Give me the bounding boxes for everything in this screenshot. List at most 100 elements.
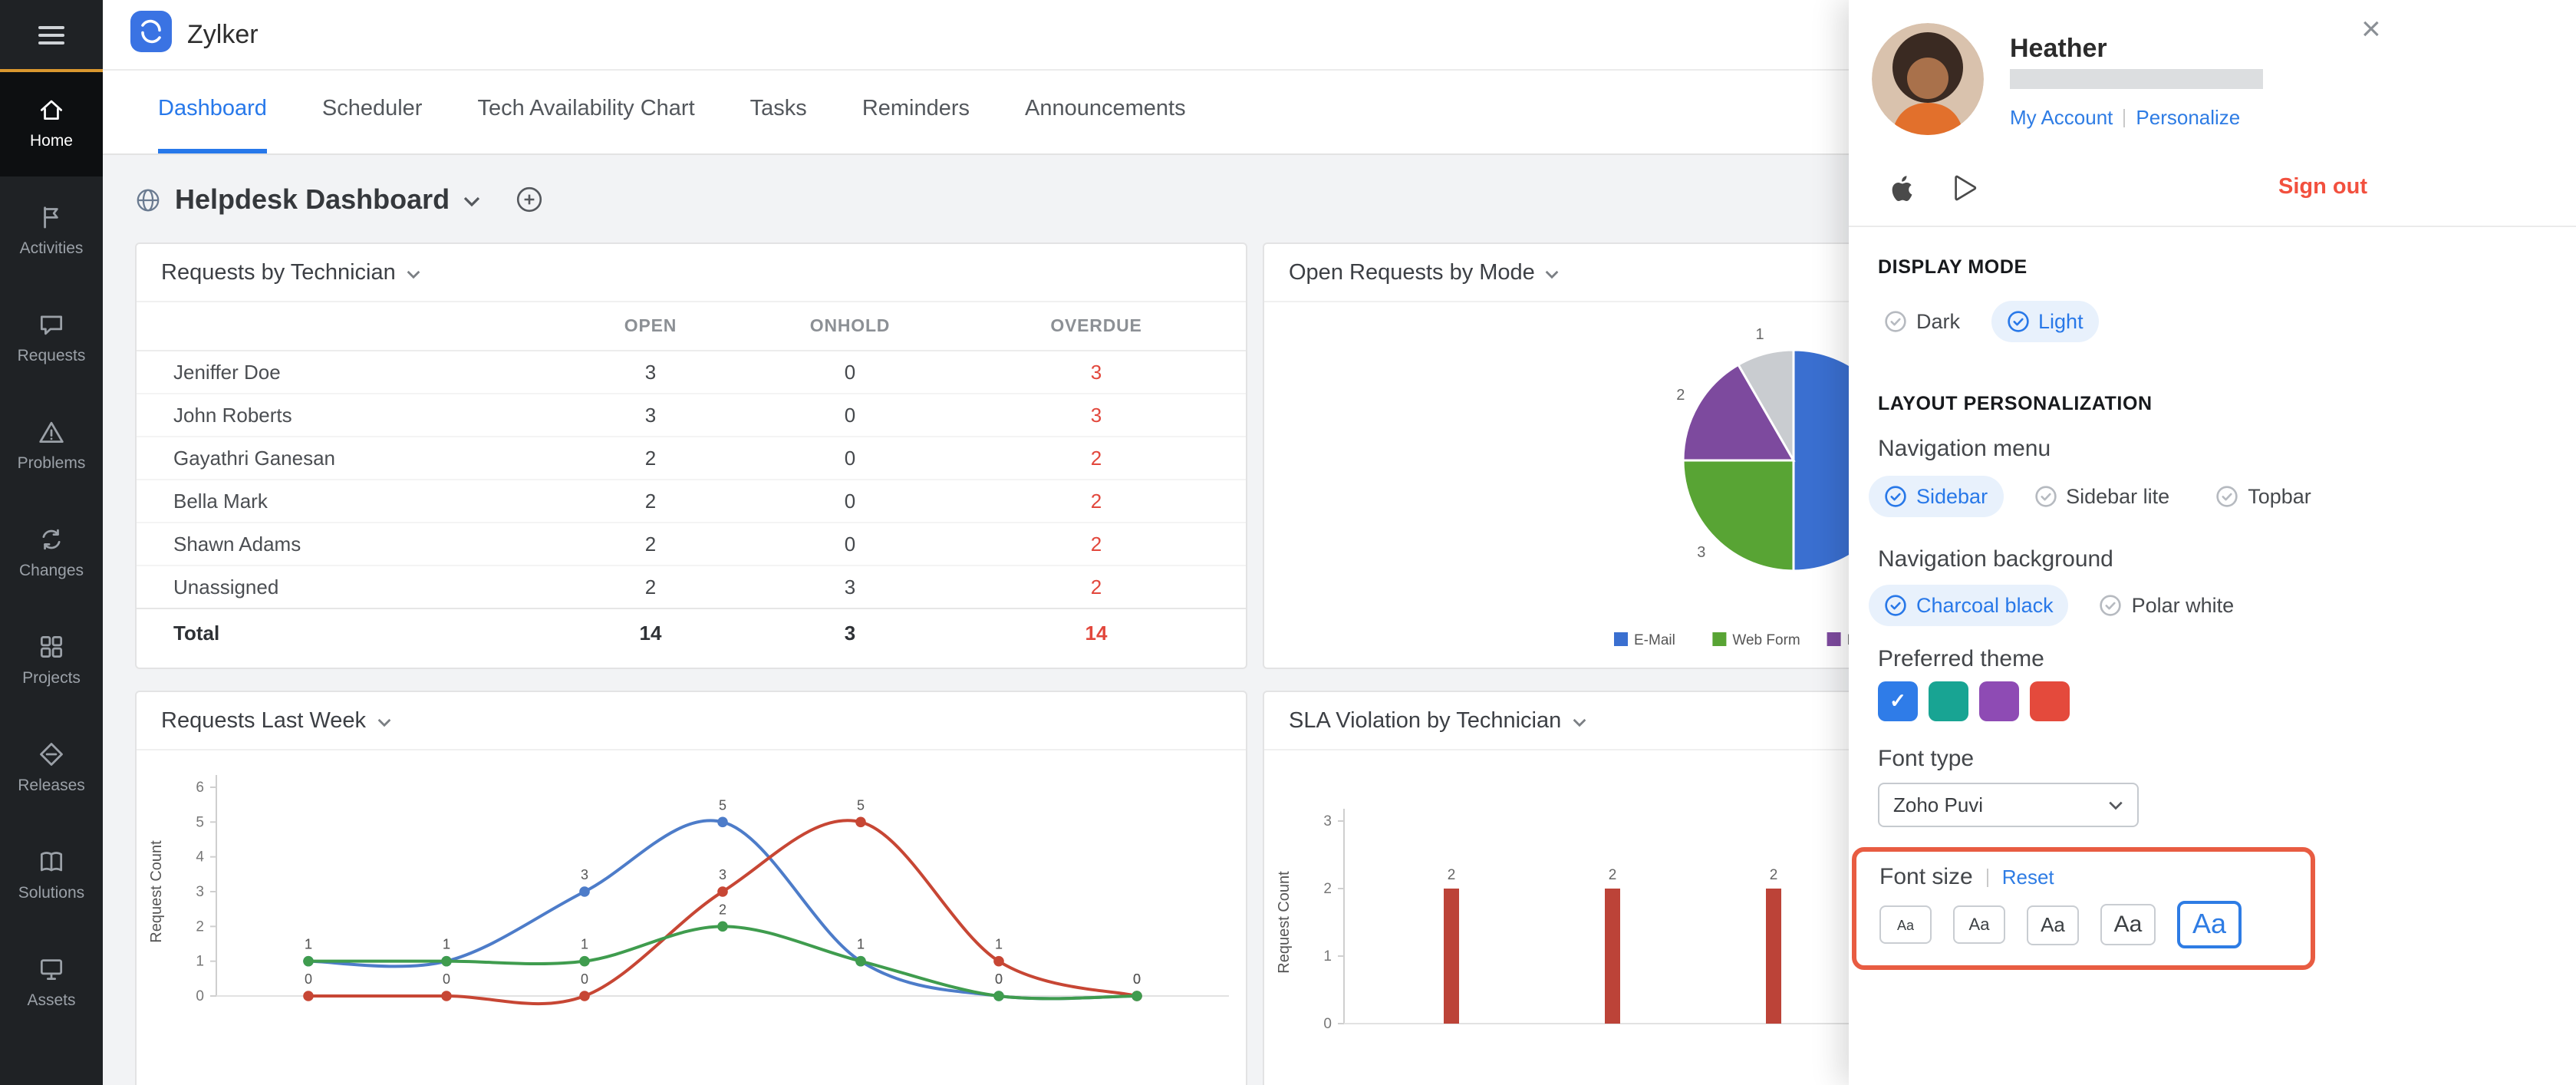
tab-dashboard[interactable]: Dashboard (158, 71, 267, 153)
svg-text:2: 2 (1676, 387, 1685, 404)
cell-overdue: 3 (1090, 361, 1102, 384)
column-open: OPEN (624, 317, 677, 335)
svg-text:1: 1 (1323, 948, 1332, 965)
my-account-link[interactable]: My Account (2010, 106, 2113, 129)
svg-text:2: 2 (1609, 867, 1617, 883)
svg-text:0: 0 (305, 971, 312, 987)
navigation-menu-option-sidebar-lite[interactable]: Sidebar lite (2018, 476, 2185, 517)
page-header: Helpdesk Dashboard (103, 155, 2576, 244)
sidebar-item-home[interactable]: Home (0, 69, 103, 176)
font-size-option-3[interactable]: Aa (2027, 905, 2079, 945)
font-size-reset-link[interactable]: Reset (2001, 866, 2054, 889)
avatar[interactable] (1872, 23, 1984, 135)
sidebar: Home Activities Requests Problems Changes Pro… (0, 0, 103, 1085)
tab-reminders[interactable]: Reminders (861, 97, 970, 121)
check-circle-icon (2006, 310, 2029, 333)
table-row: Bella Mark 2 0 2 (137, 480, 1246, 523)
cell-overdue: 2 (1090, 575, 1102, 599)
font-size-option-4[interactable]: Aa (2100, 904, 2156, 945)
sidebar-item-projects[interactable]: Projects (0, 606, 103, 714)
svg-text:0: 0 (443, 971, 450, 987)
sign-out-button[interactable]: Sign out (2278, 175, 2367, 200)
sidebar-items: Home Activities Requests Problems Changes Pro… (0, 69, 103, 1036)
sidebar-item-label: Assets (27, 991, 76, 1010)
theme-swatch-3[interactable] (1979, 681, 2019, 721)
font-type-select[interactable]: Zoho Puvi (1878, 783, 2139, 827)
sidebar-item-activities[interactable]: Activities (0, 176, 103, 284)
card-title: SLA Violation by Technician (1289, 708, 1562, 733)
svg-text:2: 2 (1770, 867, 1778, 883)
chevron-down-icon[interactable] (1546, 269, 1560, 279)
technician-name: John Roberts (173, 404, 292, 427)
navigation-background-option-charcoal-black[interactable]: Charcoal black (1869, 585, 2069, 626)
tab-announcements[interactable]: Announcements (1025, 97, 1186, 121)
sidebar-item-changes[interactable]: Changes (0, 499, 103, 606)
font-size-option-2[interactable]: Aa (1953, 905, 2005, 944)
navigation-menu-option-sidebar[interactable]: Sidebar (1869, 476, 2004, 517)
card-title: Open Requests by Mode (1289, 260, 1535, 285)
personalize-link[interactable]: Personalize (2136, 106, 2241, 129)
hamburger-menu-icon[interactable] (0, 0, 103, 69)
chevron-down-icon[interactable] (377, 717, 390, 727)
navigation-menu-label: Navigation menu (1878, 436, 2051, 462)
svg-text:5: 5 (857, 797, 865, 813)
technician-name: Gayathri Ganesan (173, 447, 336, 470)
option-label: Sidebar (1916, 485, 1988, 508)
changes-icon (37, 525, 66, 554)
cell-onhold: 0 (844, 490, 856, 513)
display-mode-option-dark[interactable]: Dark (1869, 301, 1975, 342)
sidebar-item-label: Problems (17, 454, 86, 473)
sidebar-item-requests[interactable]: Requests (0, 284, 103, 391)
sidebar-item-releases[interactable]: Releases (0, 714, 103, 821)
theme-swatch-1[interactable]: ✓ (1878, 681, 1918, 721)
sidebar-item-label: Solutions (18, 884, 85, 902)
svg-text:1: 1 (1755, 326, 1764, 343)
google-play-icon[interactable] (1950, 173, 1979, 203)
svg-text:Request Count: Request Count (1276, 871, 1293, 974)
add-dashboard-button[interactable] (516, 186, 543, 213)
navigation-menu-option-topbar[interactable]: Topbar (2200, 476, 2327, 517)
technician-name: Jeniffer Doe (173, 361, 281, 384)
table-row: Shawn Adams 2 0 2 (137, 523, 1246, 566)
tab-tasks[interactable]: Tasks (749, 97, 807, 121)
bar-chart: 0 1 2 3 Request Count 2 2 2 (1276, 809, 2476, 1032)
svg-text:1: 1 (443, 937, 450, 952)
font-size-option-5[interactable]: Aa (2177, 901, 2242, 948)
font-size-option-1[interactable]: Aa (1879, 905, 1932, 944)
separator (1986, 868, 1988, 886)
svg-text:3: 3 (719, 867, 726, 882)
svg-text:1: 1 (857, 937, 865, 952)
apple-app-store-icon[interactable] (1889, 173, 1915, 204)
svg-text:1: 1 (443, 937, 450, 952)
cell-open: 2 (644, 533, 657, 556)
table-row: Unassigned 2 3 2 (137, 566, 1246, 609)
chevron-down-icon[interactable] (1572, 717, 1586, 727)
navigation-menu-options: Sidebar Sidebar lite Topbar (1869, 476, 2327, 517)
sidebar-item-problems[interactable]: Problems (0, 391, 103, 499)
option-label: Sidebar lite (2066, 485, 2170, 508)
display-mode-option-light[interactable]: Light (1991, 301, 2099, 342)
svg-text:3: 3 (581, 867, 588, 882)
navigation-background-option-polar-white[interactable]: Polar white (2084, 585, 2250, 626)
cell-overdue: 2 (1090, 490, 1102, 513)
app-title: Zylker (187, 19, 259, 48)
svg-text:0: 0 (1133, 971, 1141, 987)
problems-icon (37, 417, 66, 447)
user-email-placeholder (2010, 69, 2263, 89)
svg-text:3: 3 (1323, 813, 1332, 829)
theme-swatch-2[interactable] (1929, 681, 1968, 721)
svg-text:0: 0 (995, 971, 1003, 987)
theme-swatch-4[interactable] (2030, 681, 2070, 721)
chevron-down-icon[interactable] (407, 269, 420, 279)
close-icon[interactable]: × (2361, 9, 2381, 48)
sidebar-item-solutions[interactable]: Solutions (0, 821, 103, 928)
sidebar-item-assets[interactable]: Assets (0, 928, 103, 1036)
svg-text:0: 0 (581, 971, 588, 987)
tab-tech-availability-chart[interactable]: Tech Availability Chart (477, 97, 695, 121)
check-circle-icon (2215, 485, 2238, 508)
tab-scheduler[interactable]: Scheduler (321, 97, 423, 121)
technician-name: Bella Mark (173, 490, 268, 513)
check-circle-icon (1884, 594, 1907, 617)
chevron-down-icon[interactable] (463, 196, 480, 207)
svg-text:2: 2 (1448, 867, 1456, 883)
